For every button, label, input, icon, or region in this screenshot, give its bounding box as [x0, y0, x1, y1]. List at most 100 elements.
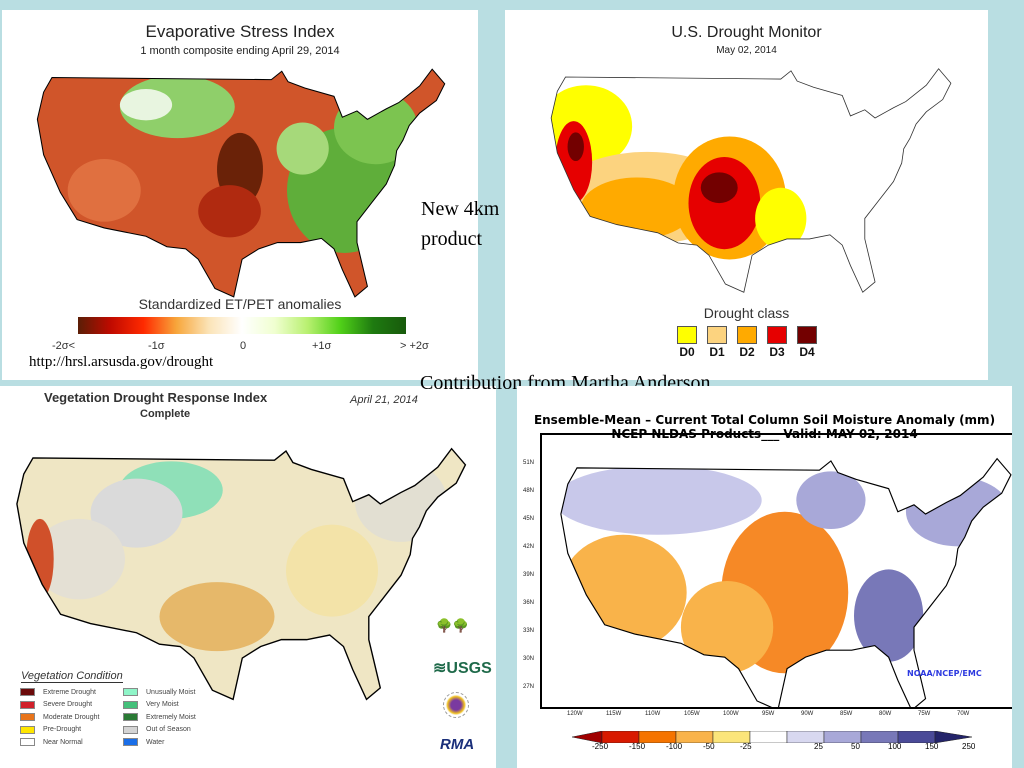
drought-monitor-map [550, 68, 952, 293]
vegetation-legend-swatch [123, 738, 138, 746]
esi-tick: > +2σ [400, 340, 429, 352]
drought-class-label: D0 [679, 345, 695, 359]
vegetation-legend-item: Near Normal [20, 738, 83, 746]
esi-map-panel: Evaporative Stress Index 1 month composi… [2, 10, 478, 380]
drought-class-item: D0 [675, 326, 699, 359]
vegetation-legend-label: Extreme Drought [43, 688, 96, 696]
vegetation-legend-label: Severe Drought [43, 701, 93, 708]
colorbar-tick-label: -50 [703, 742, 715, 751]
soil-moisture-panel: Ensemble-Mean – Current Total Column Soi… [517, 386, 1012, 768]
latitude-label: 48N [523, 488, 535, 494]
drought-class-swatch [737, 326, 757, 344]
esi-title: Evaporative Stress Index [145, 22, 335, 41]
soil-moisture-colorbar [572, 731, 973, 743]
latitude-label: 30N [523, 656, 535, 662]
drought-class-item: D3 [765, 326, 789, 359]
new-product-note: New 4km [421, 198, 500, 220]
vegdri-panel: Vegetation Drought Response Index Comple… [0, 386, 496, 768]
vegetation-legend-item: Very Moist [123, 700, 179, 709]
vegetation-legend-swatch [20, 713, 35, 721]
vegetation-legend-swatch [20, 725, 35, 734]
vegdri-map [16, 448, 467, 701]
esi-tick: -1σ [148, 340, 165, 352]
vegetation-legend-swatch [123, 725, 138, 734]
new-product-note-line2: product [421, 228, 483, 250]
esi-tick: +1σ [312, 340, 332, 352]
vegetation-legend-swatch [123, 713, 138, 721]
drought-class-swatch [707, 326, 727, 344]
longitude-label: 115W [606, 711, 622, 717]
colorbar-segment [934, 731, 973, 743]
vegdri-subtitle: Complete [140, 408, 191, 420]
longitude-label: 70W [957, 711, 970, 717]
colorbar-segment [749, 731, 788, 743]
colorbar-tick-label: 25 [814, 742, 823, 751]
vegdri-date: April 21, 2014 [350, 394, 418, 406]
vegdri-title: Vegetation Drought Response Index [44, 390, 268, 405]
esi-colorbar [78, 317, 406, 334]
longitude-label: 95W [762, 711, 775, 717]
colorbar-tick-label: -25 [740, 742, 752, 751]
vegetation-legend-item: Water [123, 738, 164, 746]
esi-subtitle: 1 month composite ending April 29, 2014 [140, 45, 340, 57]
longitude-label: 110W [645, 711, 661, 717]
drought-class-swatch [767, 326, 787, 344]
drought-class-label: D3 [769, 345, 785, 359]
rma-logo: RMA [440, 736, 475, 753]
vegetation-legend-swatch [123, 688, 138, 696]
vegetation-legend-item: Severe Drought [20, 700, 93, 709]
vegetation-legend-item: Unusually Moist [123, 688, 195, 696]
vegetation-legend-label: Extremely Moist [146, 713, 196, 721]
noaa-credit: NOAA/NCEP/EMC [907, 669, 982, 678]
colorbar-tick-label: -250 [592, 742, 609, 751]
drought-class-item: D2 [735, 326, 759, 359]
latitude-label: 42N [523, 544, 535, 550]
vegetation-legend-swatch [20, 738, 35, 746]
soil-moisture-title-line1: Ensemble-Mean – Current Total Column Soi… [533, 413, 996, 427]
vegetation-legend-item: Extreme Drought [20, 688, 96, 696]
ndmc-logo: 🌳🌳 [436, 618, 469, 633]
longitude-label: 85W [840, 711, 853, 717]
esi-map [36, 68, 446, 298]
drought-monitor-panel: U.S. Drought Monitor May 02, 2014 Drough… [505, 10, 988, 380]
latitude-label: 36N [523, 600, 535, 606]
vegetation-legend-item: Extremely Moist [123, 713, 196, 721]
colorbar-tick-label: 250 [962, 742, 976, 751]
drought-class-legend-title: Drought class [703, 305, 790, 321]
vegetation-legend-label: Moderate Drought [43, 713, 100, 721]
vegdri-legend-title: Vegetation Condition [21, 670, 123, 683]
vegetation-legend-label: Very Moist [146, 701, 179, 708]
vegetation-legend-label: Water [146, 738, 165, 746]
vegetation-legend-item: Moderate Drought [20, 713, 99, 721]
latitude-label: 51N [523, 460, 535, 466]
latitude-label: 27N [523, 684, 535, 690]
drought-class-swatch [797, 326, 817, 344]
usgs-logo: ≋USGS [433, 660, 492, 677]
colorbar-tick-label: 100 [888, 742, 902, 751]
drought-monitor-date: May 02, 2014 [716, 45, 777, 56]
drought-class-item: D4 [795, 326, 819, 359]
drought-class-label: D2 [739, 345, 755, 359]
vegetation-legend-label: Near Normal [43, 738, 83, 746]
longitude-label: 75W [918, 711, 931, 717]
drought-class-item: D1 [705, 326, 729, 359]
vegetation-legend-label: Pre-Drought [43, 726, 82, 733]
longitude-label: 90W [801, 711, 814, 717]
esi-tick: -2σ< [52, 340, 75, 352]
hpcc-logo [443, 692, 469, 718]
esi-tick: 0 [240, 340, 247, 352]
vegetation-legend-item: Pre-Drought [20, 725, 82, 734]
drought-class-label: D1 [709, 345, 725, 359]
vegetation-legend-label: Unusually Moist [146, 688, 196, 696]
vegetation-legend-swatch [123, 700, 138, 709]
vegetation-legend-item: Out of Season [123, 725, 191, 734]
drought-monitor-title: U.S. Drought Monitor [671, 24, 822, 41]
vegetation-legend-swatch [20, 700, 35, 709]
latitude-label: 33N [523, 628, 535, 634]
vegetation-legend-label: Out of Season [146, 726, 191, 733]
colorbar-tick-label: 50 [851, 742, 860, 751]
source-url[interactable]: http://hrsl.arsusda.gov/drought [29, 354, 214, 370]
longitude-label: 100W [723, 711, 739, 717]
colorbar-tick-label: -150 [629, 742, 646, 751]
colorbar-tick-label: -100 [666, 742, 683, 751]
